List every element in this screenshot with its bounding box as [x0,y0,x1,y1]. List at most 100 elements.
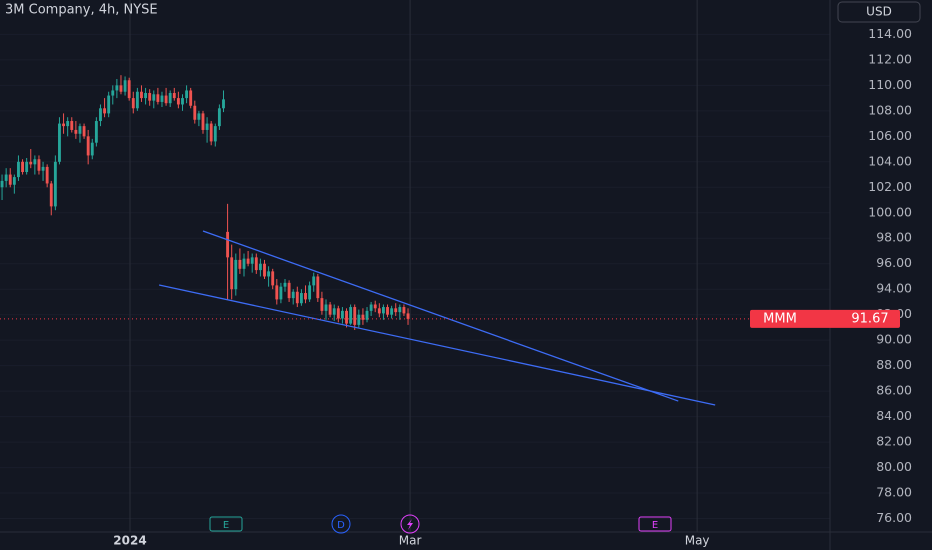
candle-body [0,180,4,188]
candle-body [49,183,53,207]
candle-body [176,98,180,105]
candle-body [164,95,168,104]
candle-body [213,126,217,142]
candle-body [135,91,139,109]
candle-body [127,80,131,99]
candle-body [8,174,12,185]
candle-body [320,298,324,311]
candle-body [209,123,213,142]
candle-body [53,161,57,207]
event-icon [407,519,413,530]
event-marker [638,516,672,532]
candle-body [230,257,234,290]
y-tick-label: 108.00 [868,102,912,117]
event-marker [209,516,243,532]
currency-box[interactable] [837,1,921,23]
y-tick-label: 96.00 [876,255,912,270]
candle-body [58,123,61,162]
candle-body [386,307,389,315]
candle-body [94,121,98,143]
candle-body [70,121,74,130]
candle-body [197,113,201,120]
candle-body [291,291,295,299]
candle-body [250,257,254,264]
x-tick-label: May [685,534,710,548]
candle-body [119,85,123,92]
candle-body [12,177,16,185]
chart-title: 3M Company, 4h, NYSE [5,3,158,18]
candle-body [115,85,119,91]
last-price-value: 91.67 [851,311,888,326]
candle-body [33,159,37,165]
candle-body [328,304,332,315]
candle-body [299,293,303,304]
candle-body [267,271,271,277]
y-tick-label: 80.00 [876,459,912,474]
candle-body [263,263,266,277]
y-tick-label: 100.00 [868,204,912,219]
candle-body [316,276,320,299]
event-label: E [223,520,229,531]
y-tick-label: 112.00 [868,51,912,66]
trendline [202,230,679,402]
candle-body [201,113,205,130]
grid [129,0,698,532]
y-tick-label: 78.00 [876,485,912,500]
candle-body [402,307,406,314]
candle-body [254,257,258,271]
x-tick-label: Mar [399,534,422,548]
candle-body [41,166,45,171]
candle-body [217,108,221,127]
candle-body [66,121,70,127]
axes: 76.00 78.00 80.00 82.00 84.00 86.00 88.00 90.00… [113,26,912,548]
candle-body [160,95,164,102]
candle-body [185,90,189,99]
candle-body [62,123,65,127]
candle-body [394,308,398,313]
candle-body [90,142,94,156]
candle-body [287,282,291,299]
candle-body [271,271,275,286]
candle-body [406,313,410,319]
plot [0,75,830,406]
candle-body [4,174,8,181]
candle-body [45,166,49,184]
candle-body [345,310,348,324]
candle-body [156,94,160,102]
candle-body [295,291,299,304]
candle-body [37,159,41,171]
candle-body [168,93,172,104]
event-marker [400,514,420,534]
candle-body [324,304,328,311]
candle-body [21,161,24,172]
y-tick-label: 104.00 [868,153,912,168]
candle-body [373,304,377,309]
candle-body [123,80,127,92]
y-tick-label: 76.00 [876,510,912,525]
candle-body [234,259,238,290]
candle-body [283,282,287,287]
candle-body [82,126,86,137]
currency[interactable]: USD [866,5,892,19]
candle-body [279,286,283,300]
candle-body [29,161,33,165]
candle-body [365,310,369,320]
candle-body [242,258,246,269]
candle-body [131,98,135,109]
y-tick-label: 106.00 [868,128,912,143]
x-tick-label: 2024 [113,534,146,548]
candle-body [148,93,152,101]
y-tick-label: 94.00 [876,281,912,296]
candle-body [17,161,20,178]
candle-body [336,308,340,319]
y-tick-label: 110.00 [868,77,912,92]
candle-body [74,129,78,134]
candle-body [103,108,107,114]
candle-body [172,93,176,99]
candle-body [140,91,143,99]
candle-body [340,310,344,319]
y-tick-label: 86.00 [876,383,912,398]
y-tick-label: 98.00 [876,230,912,245]
candle-body [152,94,156,101]
candle-body [369,304,373,311]
